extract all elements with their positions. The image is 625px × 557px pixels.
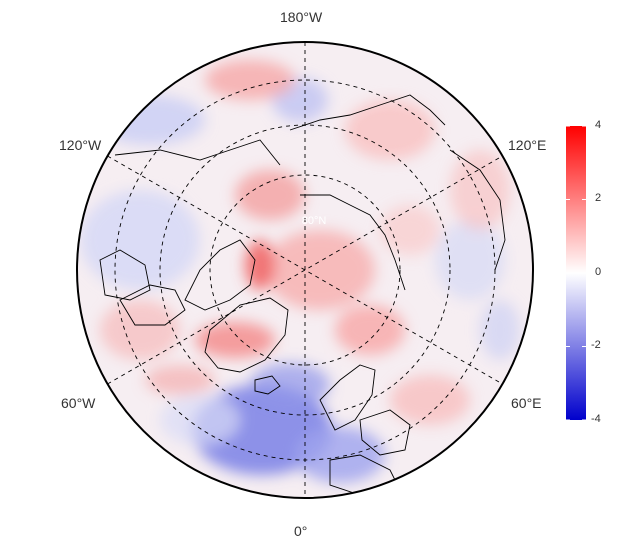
lon-label-120e: 120°E [508, 137, 547, 153]
colorbar-tick-label: 0 [595, 266, 602, 278]
colorbar-tick-label: 4 [595, 119, 602, 131]
lon-label-0: 0° [294, 523, 308, 539]
colorbar-tick-marks [566, 125, 586, 421]
colorbar-tick-label: -4 [591, 413, 601, 425]
anomaly-field [77, 42, 533, 498]
coastlines [99, 94, 506, 496]
lon-label-180w: 180°W [280, 9, 323, 25]
graticule [107, 42, 503, 498]
colorbar-tick-label: 2 [595, 192, 602, 204]
colorbar-tick-label: -2 [591, 339, 601, 351]
lat-circle-label: 80°N [302, 215, 327, 227]
lon-label-120w: 120°W [59, 137, 102, 153]
colorbar [566, 125, 586, 421]
lon-label-60w: 60°W [61, 395, 96, 411]
lon-label-60e: 60°E [511, 395, 542, 411]
map-border [76, 41, 534, 499]
